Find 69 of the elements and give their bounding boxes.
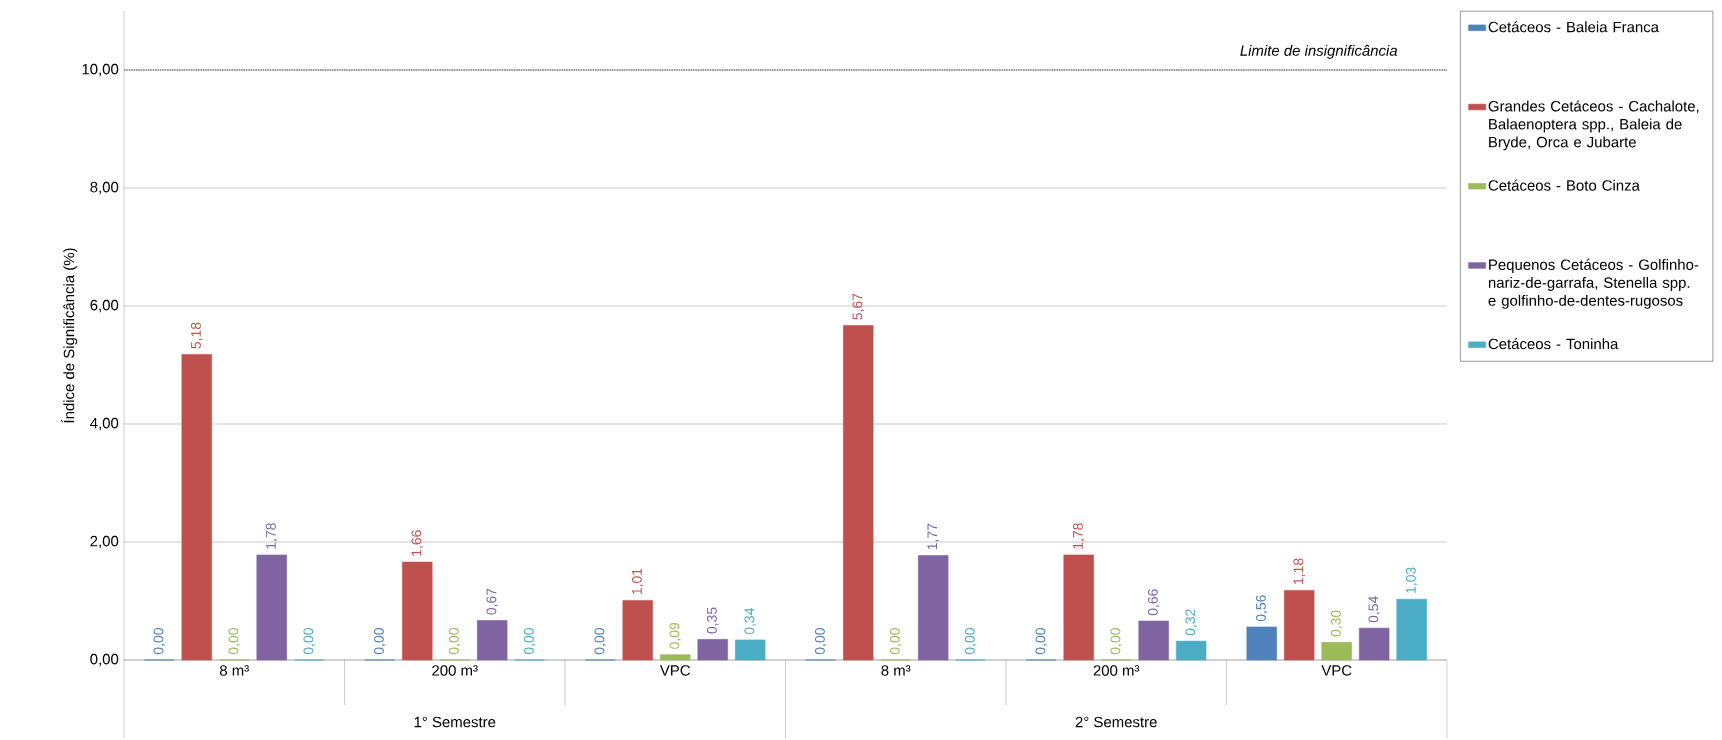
- data-label: 0,00: [964, 628, 977, 655]
- data-label: 5,67: [852, 293, 864, 320]
- x-tick-label: 8 m³: [881, 665, 911, 676]
- data-label: 1,77: [927, 523, 939, 550]
- bar: [1063, 554, 1094, 661]
- x-tick-label: 8 m³: [219, 665, 249, 676]
- bar: [256, 554, 287, 661]
- bar: [843, 325, 874, 661]
- y-tick-label: 2,00: [90, 535, 119, 549]
- text: 2° Semestre: [1075, 716, 1157, 728]
- y-tick-label: 10,00: [82, 63, 119, 77]
- x-tick-label: 200 m³: [1093, 665, 1140, 676]
- data-label: 0,54: [1368, 596, 1380, 623]
- data-label: 0,00: [153, 628, 166, 655]
- x-tick-label: VPC: [659, 665, 691, 676]
- y-tick-label: 8,00: [90, 181, 119, 195]
- y-tick-label: 6,00: [90, 299, 119, 313]
- bar: [735, 639, 766, 661]
- bar: [1358, 627, 1390, 661]
- data-label: 1,03: [1405, 567, 1418, 593]
- bar: [181, 354, 212, 661]
- data-label: 0,00: [523, 628, 536, 655]
- data-label: 1,78: [1072, 523, 1085, 549]
- bar: [697, 639, 728, 661]
- data-label: 0,00: [448, 628, 461, 655]
- bar: [622, 600, 653, 661]
- data-label: 1,18: [1293, 558, 1305, 585]
- data-label: 0,00: [814, 628, 827, 655]
- data-label: 0,34: [744, 607, 756, 635]
- text: 1° Semestre: [414, 716, 496, 728]
- ref-line-label: Limite de insignificância: [1240, 44, 1398, 59]
- legend-label: Cetáceos - Baleia Franca: [1488, 21, 1659, 33]
- data-label: 0,00: [1035, 628, 1047, 655]
- data-label: 0,30: [1330, 610, 1343, 637]
- data-label: 0,67: [486, 588, 498, 615]
- legend-label: Pequenos Cetáceos - Golfinho-nariz-de-garrafa, Stenella spp. e golfinho-de-dentes-rugosos: [1488, 258, 1699, 309]
- data-label: 1,01: [631, 568, 644, 595]
- y-tick-label: 4,00: [90, 417, 119, 431]
- x-tick-label: 200 m³: [432, 665, 478, 676]
- y-tick-label: 0,00: [90, 653, 119, 667]
- bar: [918, 555, 949, 661]
- bar: [1246, 626, 1277, 661]
- data-label: 1,66: [411, 530, 424, 556]
- data-label: 0,00: [889, 628, 902, 655]
- data-label: 0,00: [594, 628, 607, 655]
- y-axis-title: Índice de Significância (%): [61, 248, 78, 423]
- x-tick-label: VPC: [1321, 665, 1352, 676]
- data-label: 0,09: [669, 622, 681, 649]
- data-label: 0,56: [1255, 595, 1268, 622]
- bar: [1284, 590, 1315, 661]
- data-label: 0,00: [228, 628, 240, 655]
- bar: [1321, 642, 1352, 661]
- bar: [660, 654, 691, 661]
- data-label: 0,35: [706, 607, 719, 634]
- data-label: 0,32: [1185, 609, 1197, 636]
- bar: [477, 620, 508, 661]
- data-label: 5,18: [190, 322, 203, 349]
- legend-label: Cetáceos - Toninha: [1488, 338, 1619, 350]
- bar: [1175, 640, 1207, 661]
- data-label: 0,00: [1110, 628, 1122, 655]
- bar: [1396, 598, 1427, 661]
- data-label: 1,78: [265, 523, 278, 549]
- legend-label: Cetáceos - Boto Cinza: [1488, 179, 1640, 191]
- data-label: 0,00: [303, 628, 315, 655]
- data-label: 0,66: [1147, 589, 1160, 616]
- bar: [1138, 620, 1169, 661]
- bar: [402, 561, 433, 661]
- legend-label: Grandes Cetáceos - Cachalote, Balaenoptera spp., Baleia de Bryde, Orca e Jubarte: [1488, 100, 1699, 151]
- data-label: 0,00: [374, 628, 386, 655]
